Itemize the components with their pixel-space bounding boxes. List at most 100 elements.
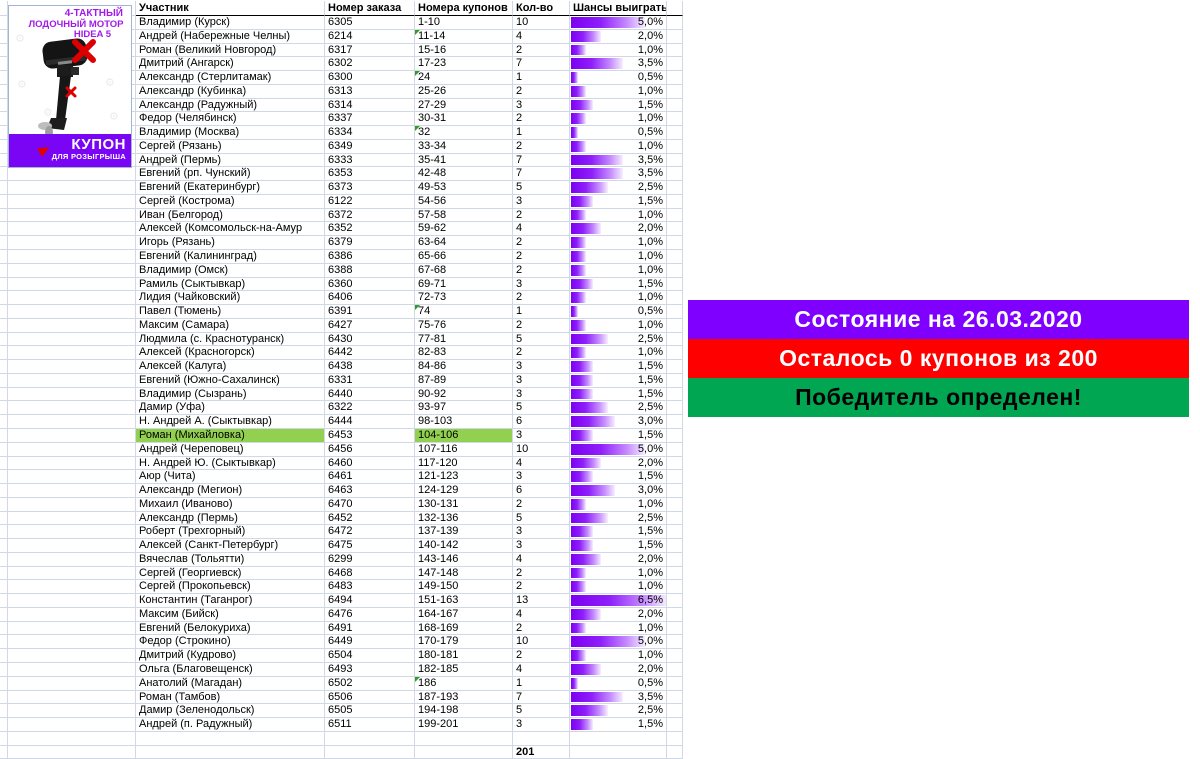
order-number-cell[interactable]: 6452 (325, 511, 415, 526)
extra-cell[interactable] (667, 222, 683, 237)
gutter-cell[interactable] (0, 250, 8, 264)
coupon-numbers-cell[interactable]: 124-129 (415, 484, 513, 498)
coupon-numbers-cell[interactable]: 168-169 (415, 621, 513, 636)
win-chance-cell[interactable]: 1,5% (570, 194, 667, 209)
coupon-numbers-cell[interactable]: 72-73 (415, 291, 513, 306)
participant-cell[interactable]: Константин (Таганрог) (136, 594, 325, 608)
order-number-cell[interactable]: 6483 (325, 580, 415, 595)
order-number-cell[interactable]: 6460 (325, 456, 415, 471)
extra-cell[interactable] (667, 456, 683, 471)
image-column-cell[interactable] (8, 346, 136, 361)
image-column-cell[interactable] (8, 676, 136, 691)
image-column-cell[interactable] (8, 373, 136, 388)
coupon-numbers-cell[interactable]: 15-16 (415, 43, 513, 58)
win-chance-cell[interactable]: 3,5% (570, 690, 667, 705)
win-chance-cell[interactable]: 3,5% (570, 57, 667, 72)
quantity-cell[interactable]: 10 (513, 16, 570, 30)
gutter-cell[interactable] (0, 704, 8, 719)
order-number-cell[interactable]: 6461 (325, 470, 415, 485)
participant-cell[interactable]: Александр (Стерлитамак) (136, 71, 325, 85)
order-number-cell[interactable]: 6504 (325, 649, 415, 663)
participant-cell[interactable]: Ольга (Благовещенск) (136, 662, 325, 677)
image-column-cell[interactable] (8, 318, 136, 333)
order-number-cell[interactable]: 6388 (325, 263, 415, 278)
extra-cell[interactable] (667, 84, 683, 99)
coupon-numbers-cell[interactable]: 65-66 (415, 250, 513, 264)
extra-cell[interactable] (667, 607, 683, 622)
win-chance-cell[interactable]: 2,5% (570, 181, 667, 195)
extra-cell[interactable] (667, 98, 683, 113)
order-number-cell[interactable]: 6440 (325, 387, 415, 402)
win-chance-cell[interactable]: 6,5% (570, 594, 667, 608)
extra-cell[interactable] (667, 594, 683, 608)
extra-cell[interactable] (667, 690, 683, 705)
gutter-cell[interactable] (0, 387, 8, 402)
gutter-cell[interactable] (0, 236, 8, 251)
gutter-cell[interactable] (0, 415, 8, 429)
participant-cell[interactable]: Федор (Строкино) (136, 635, 325, 650)
image-column-cell[interactable] (8, 208, 136, 223)
order-number-cell[interactable]: 6453 (325, 428, 415, 443)
participant-cell[interactable]: Андрей (Набережные Челны) (136, 29, 325, 44)
order-number-cell[interactable]: 6472 (325, 525, 415, 540)
image-column-cell[interactable] (8, 236, 136, 251)
image-column-cell[interactable] (8, 277, 136, 292)
extra-cell[interactable] (667, 346, 683, 361)
participant-cell[interactable]: Михаил (Иваново) (136, 497, 325, 512)
order-number-cell[interactable]: 6122 (325, 194, 415, 209)
gutter-cell[interactable] (0, 277, 8, 292)
order-number-cell[interactable]: 6456 (325, 442, 415, 457)
order-number-cell[interactable]: 6511 (325, 718, 415, 732)
coupon-numbers-cell[interactable]: 33-34 (415, 139, 513, 154)
win-chance-cell[interactable]: 2,5% (570, 332, 667, 347)
extra-cell[interactable] (667, 71, 683, 85)
win-chance-cell[interactable]: 1,0% (570, 208, 667, 223)
win-chance-cell[interactable]: 0,5% (570, 126, 667, 140)
image-column-cell[interactable] (8, 456, 136, 471)
win-chance-cell[interactable]: 0,5% (570, 305, 667, 319)
participant-cell[interactable]: Владимир (Омск) (136, 263, 325, 278)
order-number-cell[interactable]: 6302 (325, 57, 415, 72)
image-column-cell[interactable] (8, 332, 136, 347)
coupon-numbers-cell[interactable]: 149-150 (415, 580, 513, 595)
order-number-cell[interactable]: 6352 (325, 222, 415, 237)
win-chance-cell[interactable]: 5,0% (570, 442, 667, 457)
participant-cell[interactable] (136, 745, 325, 759)
coupon-numbers-cell[interactable] (415, 745, 513, 759)
coupon-numbers-cell[interactable]: 42-48 (415, 167, 513, 182)
win-chance-cell[interactable]: 1,5% (570, 98, 667, 113)
quantity-cell[interactable]: 3 (513, 387, 570, 402)
coupon-numbers-cell[interactable]: 93-97 (415, 401, 513, 416)
header-participant[interactable]: Участник (136, 1, 325, 16)
quantity-cell[interactable]: 3 (513, 539, 570, 553)
image-column-cell[interactable] (8, 552, 136, 567)
image-column-cell[interactable] (8, 525, 136, 540)
gutter-cell[interactable] (0, 539, 8, 553)
coupon-numbers-cell[interactable]: 24 (415, 71, 513, 85)
extra-cell[interactable] (667, 401, 683, 416)
extra-cell[interactable] (667, 580, 683, 595)
extra-cell[interactable] (667, 57, 683, 72)
extra-cell[interactable] (667, 635, 683, 650)
win-chance-cell[interactable] (570, 731, 667, 746)
coupon-numbers-cell[interactable]: 186 (415, 676, 513, 691)
quantity-cell[interactable]: 3 (513, 98, 570, 113)
win-chance-cell[interactable]: 2,5% (570, 704, 667, 719)
extra-cell[interactable] (667, 263, 683, 278)
image-column-cell[interactable] (8, 194, 136, 209)
gutter-cell[interactable] (0, 470, 8, 485)
participant-cell[interactable]: Алексей (Комсомольск-на-Амур (136, 222, 325, 237)
quantity-cell[interactable]: 1 (513, 676, 570, 691)
extra-header-cell[interactable] (667, 1, 683, 16)
participant-cell[interactable]: Н. Андрей Ю. (Сыктывкар) (136, 456, 325, 471)
order-number-cell[interactable]: 6468 (325, 566, 415, 581)
extra-cell[interactable] (667, 415, 683, 429)
coupon-numbers-cell[interactable] (415, 731, 513, 746)
gutter-cell[interactable] (0, 112, 8, 127)
image-column-cell[interactable] (8, 635, 136, 650)
win-chance-cell[interactable]: 1,5% (570, 277, 667, 292)
header-coupon-numbers[interactable]: Номера купонов (415, 1, 513, 16)
coupon-numbers-cell[interactable]: 69-71 (415, 277, 513, 292)
win-chance-cell[interactable]: 1,5% (570, 525, 667, 540)
extra-cell[interactable] (667, 704, 683, 719)
